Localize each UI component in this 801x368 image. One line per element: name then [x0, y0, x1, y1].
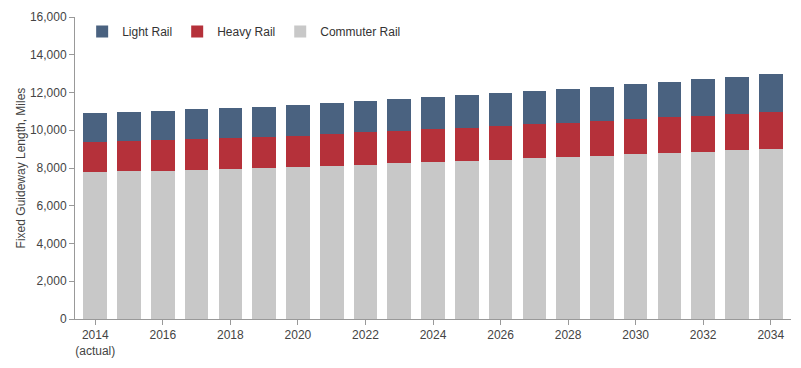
svg-text:2016: 2016: [149, 328, 176, 342]
svg-text:2014(actual): 2014(actual): [75, 328, 115, 358]
svg-text:2024: 2024: [420, 328, 447, 342]
svg-text:2034: 2034: [757, 328, 784, 342]
svg-text:2,000: 2,000: [37, 274, 67, 288]
svg-text:Light Rail: Light Rail: [122, 25, 172, 39]
svg-text:10,000: 10,000: [30, 123, 67, 137]
svg-text:2020: 2020: [285, 328, 312, 342]
svg-text:2018: 2018: [217, 328, 244, 342]
svg-text:4,000: 4,000: [37, 237, 67, 251]
svg-text:2032: 2032: [690, 328, 717, 342]
svg-text:Heavy Rail: Heavy Rail: [217, 25, 275, 39]
svg-text:0: 0: [60, 312, 67, 326]
svg-text:2026: 2026: [487, 328, 514, 342]
svg-text:2030: 2030: [622, 328, 649, 342]
svg-text:8,000: 8,000: [37, 161, 67, 175]
svg-text:2028: 2028: [555, 328, 582, 342]
svg-text:Fixed Guideway Length, Miles: Fixed Guideway Length, Miles: [14, 88, 28, 249]
svg-text:14,000: 14,000: [30, 48, 67, 62]
svg-text:6,000: 6,000: [37, 199, 67, 213]
svg-text:12,000: 12,000: [30, 86, 67, 100]
svg-text:Commuter Rail: Commuter Rail: [320, 25, 400, 39]
svg-text:2022: 2022: [352, 328, 379, 342]
svg-text:16,000: 16,000: [30, 10, 67, 24]
